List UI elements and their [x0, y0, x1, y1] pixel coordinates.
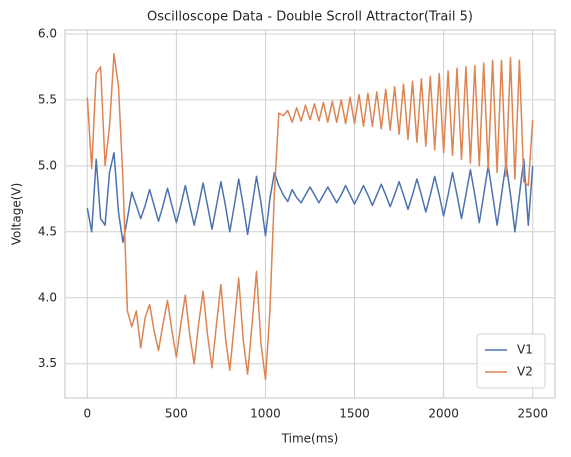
- y-axis-label: Voltage(V): [10, 183, 24, 246]
- y-tick-label: 5.5: [38, 92, 57, 106]
- x-tick-label: 500: [165, 407, 188, 421]
- x-axis-label: Time(ms): [281, 432, 339, 446]
- x-tick-label: 2000: [428, 407, 459, 421]
- x-tick-label: 1000: [250, 407, 281, 421]
- chart-title: Oscilloscope Data - Double Scroll Attrac…: [147, 10, 473, 25]
- y-tick-label: 4.0: [38, 290, 57, 304]
- legend-label: V2: [517, 365, 533, 379]
- y-tick-label: 5.0: [38, 158, 57, 172]
- legend-label: V1: [517, 343, 533, 357]
- line-series: [86, 52, 534, 381]
- y-tick-label: 6.0: [38, 26, 57, 40]
- x-tick-label: 2500: [517, 407, 548, 421]
- y-tick-label: 4.5: [38, 224, 57, 238]
- x-tick-label: 1500: [339, 407, 370, 421]
- x-tick-label: 0: [83, 407, 91, 421]
- legend: V1 V2: [476, 333, 546, 389]
- line-series: [86, 151, 534, 244]
- legend-box: [476, 333, 546, 389]
- y-tick-label: 3.5: [38, 356, 57, 370]
- plot-frame: [64, 29, 556, 399]
